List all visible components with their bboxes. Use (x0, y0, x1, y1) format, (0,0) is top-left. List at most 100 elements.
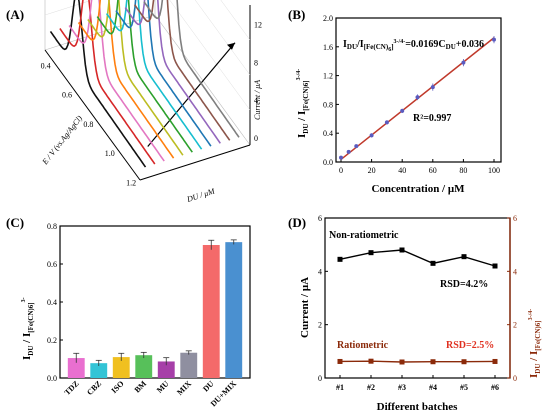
panel-b-x-tick: 80 (459, 166, 467, 175)
panel-b-point (492, 37, 496, 42)
panel-a-curve-11 (143, 0, 240, 138)
panel-d-xlabel: Different batches (377, 401, 458, 413)
panel-a-back-bottom (44, 14, 156, 51)
panel-c-category-label: CBZ (85, 379, 103, 397)
panel-b-point (384, 120, 389, 125)
panel-a-curves (49, 0, 240, 168)
panel-a-arrow-bottom (147, 42, 236, 147)
panel-a-curve-3 (68, 0, 165, 162)
panel-b-point (430, 85, 435, 90)
panel-a-curve-4 (77, 0, 175, 159)
panel-c-category-label: TDZ (63, 379, 81, 397)
panel-a-ticks: 1.2 1.0 0.8 0.6 0.4 0 4 8 12 (41, 21, 262, 188)
panel-a: (A) 1.2 1.0 0.8 0.6 0.4 0 4 8 12 E / V (vs.Ag/Ag… (6, 0, 262, 204)
panel-b-y-tick: 1.6 (323, 43, 333, 52)
panel-a-x-tick: 0.4 (41, 61, 51, 70)
panel-a-grid-side-2 (194, 0, 251, 76)
panel-a-curve-8 (115, 0, 212, 147)
panel-b-points (339, 36, 496, 160)
panel-d-left-tick: 4 (318, 267, 322, 276)
panel-a-curve-7 (105, 0, 203, 150)
panel-d-left-tick: 2 (318, 321, 322, 330)
panel-c-y-tick: 0.6 (47, 260, 57, 269)
panel-c-category-label: ISO (110, 379, 126, 395)
panel-d-point (399, 247, 405, 253)
panel-a-label: (A) (6, 7, 24, 22)
panel-a-du-axis (139, 144, 251, 181)
panel-a-curve-6 (96, 0, 193, 153)
panel-b-point (461, 60, 466, 65)
panel-a-x-tick: 0.6 (62, 91, 72, 100)
panel-b-y-tick: 0.8 (323, 100, 333, 109)
panel-d-series-line-1 (339, 249, 496, 267)
panel-b-y-tick: 2.0 (323, 14, 333, 23)
panel-a-grid-side-3 (220, 0, 251, 41)
panel-c-bar (90, 363, 108, 378)
panel-b-xlabel: Concentration / μM (371, 183, 465, 195)
panel-a-x-tick: 1.2 (126, 178, 136, 187)
panel-c-ticks: 0.0 0.2 0.4 0.6 0.8 (47, 222, 63, 383)
panel-a-x-tick: 0.8 (83, 120, 93, 129)
panel-b-plot-frame (335, 17, 502, 163)
panel-a-curve-1 (49, 0, 147, 168)
panel-b-y-tick: 0.0 (323, 158, 333, 167)
panel-c-bar (112, 357, 130, 378)
panel-a-back-bottom-2 (154, 14, 251, 146)
panel-a-x-tick: 1.0 (105, 149, 115, 158)
panel-d-x-tick: #2 (367, 383, 375, 392)
panel-b-ticks: 0 20 40 60 80 100 0.0 0.4 0.8 1.2 1.6 2.0 (323, 14, 500, 175)
panel-a-e-axis (44, 49, 141, 181)
panel-d-rsd-nonratiometric: RSD=4.2% (440, 279, 488, 290)
panel-a-z-tick: 4 (254, 96, 258, 105)
panel-b-point (346, 149, 351, 154)
panel-a-z-tick: 8 (254, 58, 258, 67)
panel-c-bar (67, 358, 85, 378)
panel-d-left-tick: 0 (318, 374, 322, 383)
panel-d-left-tick: 6 (318, 214, 322, 223)
panel-a-z-tick: 0 (254, 134, 258, 143)
panel-d-point (368, 358, 374, 364)
panel-d-series (337, 247, 498, 365)
panel-d-x-tick: #5 (460, 383, 468, 392)
panel-a-z-tick: 12 (254, 21, 262, 30)
panel-c-category-label: MIX (175, 379, 193, 397)
panel-d-point (368, 250, 374, 256)
panel-d-rsd-ratiometric: RSD=2.5% (446, 340, 494, 351)
panel-b-r2: R²=0.997 (413, 113, 451, 124)
panel-b-ylabel: IDU / I[Fe(CN)6]3-/4- (296, 69, 310, 138)
panel-d-right-tick: 2 (513, 321, 517, 330)
panel-c-bar (157, 361, 175, 378)
panel-c-category-label: BM (133, 379, 149, 395)
panel-d-point (337, 358, 343, 364)
panel-d-series-line-2 (339, 360, 496, 363)
panel-d-point (337, 256, 343, 262)
panel-c-label: (C) (6, 215, 24, 230)
panel-c-bar (225, 242, 243, 378)
panel-d-point (430, 359, 436, 365)
panel-d-ylabel-right: IDU / I[Fe(CN)6]3-/4- (528, 309, 542, 378)
panel-d-right-tick: 4 (513, 267, 517, 276)
panel-d-point (430, 260, 436, 266)
panel-b-x-tick: 100 (488, 166, 500, 175)
panel-b-y-tick: 1.2 (323, 72, 333, 81)
panel-a-grid-side-1 (169, 0, 251, 111)
panel-a-xlabel: E / V (vs.Ag/AgCl) (40, 114, 84, 167)
panel-d-point (461, 359, 467, 365)
panel-c-y-tick: 0.2 (47, 336, 57, 345)
panel-b-point (369, 133, 374, 138)
panel-d-right-tick: 0 (513, 374, 517, 383)
panel-b-x-tick: 40 (398, 166, 406, 175)
panel-d-x-tick: #3 (398, 383, 406, 392)
panel-d-point (461, 254, 467, 260)
panel-c-bar (202, 245, 220, 378)
panel-c-category-label: MU (155, 379, 171, 395)
panel-d-point (492, 358, 498, 364)
panel-c: (C) 0.00.20.40.60.8 TDZ CBZ ISO BM MU MIX DUDU… (6, 215, 251, 408)
panel-a-curve-9 (124, 0, 221, 144)
panel-b-equation: IDU/I[Fe(CN)6]3-/4-=0.0169CDU+0.036 (343, 39, 484, 53)
panel-c-y-tick: 0.0 (47, 374, 57, 383)
panel-b-x-tick: 0 (339, 166, 343, 175)
panel-b-point (354, 144, 359, 149)
panel-c-bar (135, 355, 153, 378)
